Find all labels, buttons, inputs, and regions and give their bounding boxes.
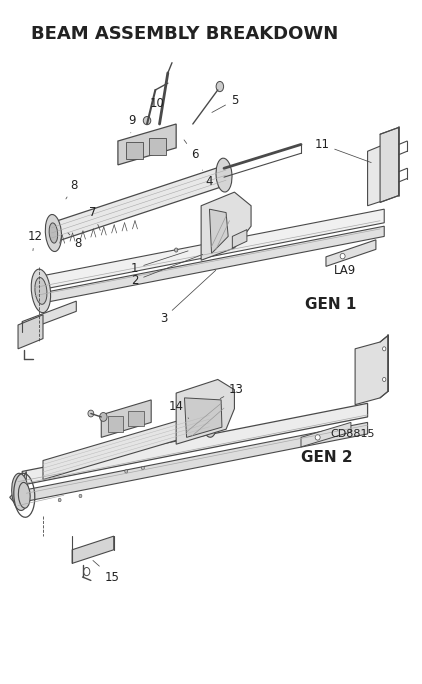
Bar — [128, 411, 144, 426]
Text: 1: 1 — [131, 251, 188, 275]
Text: LA9: LA9 — [334, 264, 357, 277]
Ellipse shape — [383, 347, 386, 351]
Text: 5: 5 — [212, 94, 238, 112]
Ellipse shape — [125, 470, 128, 473]
Polygon shape — [22, 423, 368, 502]
Ellipse shape — [202, 405, 217, 437]
Polygon shape — [355, 335, 388, 405]
Ellipse shape — [30, 326, 35, 331]
Polygon shape — [201, 192, 251, 260]
Ellipse shape — [49, 223, 58, 243]
Text: GEN 1: GEN 1 — [305, 297, 357, 312]
Ellipse shape — [45, 215, 62, 252]
Text: GEN 2: GEN 2 — [301, 450, 353, 465]
Ellipse shape — [58, 499, 61, 502]
Polygon shape — [176, 380, 234, 444]
Ellipse shape — [141, 466, 144, 470]
Text: 10: 10 — [150, 97, 165, 117]
Polygon shape — [118, 124, 176, 165]
Ellipse shape — [383, 378, 386, 382]
Polygon shape — [368, 137, 397, 206]
Polygon shape — [22, 404, 368, 485]
Polygon shape — [184, 398, 222, 437]
Bar — [126, 142, 143, 159]
Text: 8: 8 — [68, 233, 82, 250]
Polygon shape — [72, 536, 114, 564]
Ellipse shape — [315, 434, 320, 440]
Text: 15: 15 — [93, 560, 119, 583]
Text: 2: 2 — [131, 254, 203, 287]
Polygon shape — [326, 240, 376, 266]
Text: 3: 3 — [160, 270, 216, 325]
Polygon shape — [43, 412, 209, 479]
Text: CD8815: CD8815 — [330, 429, 375, 439]
Text: 13: 13 — [220, 383, 244, 399]
Polygon shape — [10, 471, 26, 507]
Polygon shape — [35, 209, 384, 291]
Polygon shape — [380, 127, 399, 202]
Bar — [108, 417, 123, 432]
Bar — [149, 137, 166, 155]
Ellipse shape — [143, 116, 151, 124]
Text: BEAM ASSEMBLY BREAKDOWN: BEAM ASSEMBLY BREAKDOWN — [30, 25, 338, 43]
Polygon shape — [233, 230, 247, 248]
Text: 9: 9 — [129, 114, 136, 133]
Ellipse shape — [35, 278, 47, 304]
Ellipse shape — [340, 254, 345, 259]
Ellipse shape — [175, 248, 178, 252]
Polygon shape — [301, 423, 351, 447]
Polygon shape — [22, 301, 76, 332]
Polygon shape — [18, 315, 43, 349]
Text: 7: 7 — [89, 206, 100, 231]
Ellipse shape — [12, 473, 29, 510]
Text: 8: 8 — [66, 179, 78, 199]
Ellipse shape — [79, 495, 82, 498]
Text: 14: 14 — [169, 400, 189, 419]
Ellipse shape — [88, 410, 94, 417]
Ellipse shape — [100, 412, 107, 421]
Text: 12: 12 — [27, 230, 42, 250]
Ellipse shape — [216, 81, 224, 92]
Text: 6: 6 — [184, 140, 199, 161]
Text: 4: 4 — [203, 170, 213, 188]
Ellipse shape — [31, 269, 51, 313]
Polygon shape — [209, 209, 228, 254]
Polygon shape — [35, 226, 384, 304]
Ellipse shape — [19, 482, 30, 508]
Polygon shape — [101, 400, 151, 437]
Polygon shape — [51, 165, 226, 244]
Text: 11: 11 — [314, 138, 371, 163]
Ellipse shape — [216, 158, 232, 192]
